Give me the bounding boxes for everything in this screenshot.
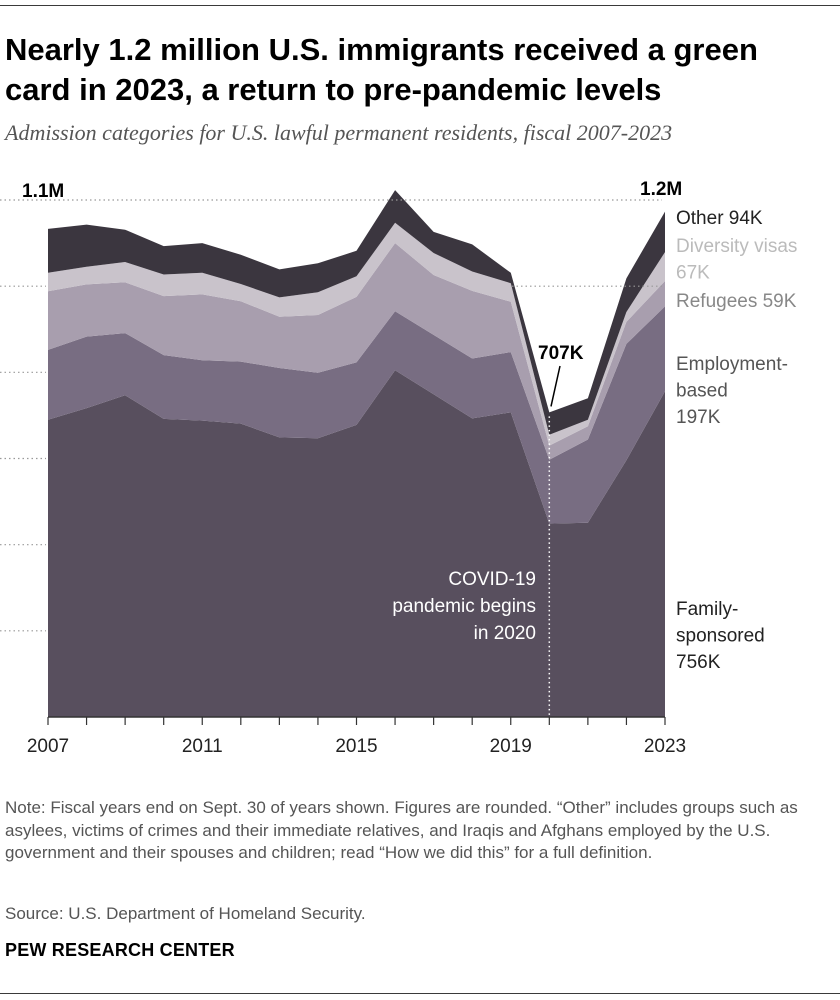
covid-annotation-line: in 2020 [474,623,536,644]
series-area-refugees [48,243,665,460]
covid-annotation-line: COVID-19 [448,569,536,590]
label-refugees: Refugees 59K [676,291,797,312]
annotation-end-total: 1.2M [640,179,682,200]
x-tick-label: 2023 [644,736,686,757]
annotation-low-total: 707K [538,343,584,364]
label-family-sponsored: Family- [676,599,738,620]
label-employment-based: Employment- [676,354,788,375]
x-tick-label: 2007 [27,736,69,757]
series-area-other [48,190,665,435]
label-diversity-visas: Diversity visas [676,236,797,257]
series-area-diversity-visas [48,222,665,446]
bottom-rule [0,993,840,994]
label-family-sponsored: sponsored [676,626,765,647]
label-employment-based: 197K [676,407,721,428]
label-employment-based: based [676,381,728,402]
x-tick-label: 2015 [335,736,377,757]
brand-name: PEW RESEARCH CENTER [5,940,235,960]
label-other: Other 94K [676,208,763,229]
chart-subtitle: Admission categories for U.S. lawful per… [5,120,673,145]
chart-title: Nearly 1.2 million U.S. immigrants recei… [5,32,758,107]
label-family-sponsored: 756K [676,652,721,673]
annotation-leader-line [550,365,561,407]
label-diversity-visas: 67K [676,263,710,284]
annotation-start-total: 1.1M [22,181,64,202]
top-rule [0,5,840,6]
chart-source: Source: U.S. Department of Homeland Secu… [5,904,366,923]
x-tick-label: 2011 [182,736,223,757]
series-area-family-sponsored [48,370,665,717]
x-tick-label: 2019 [490,736,532,757]
series-area-employment-based [48,306,665,524]
chart-note: Note: Fiscal years end on Sept. 30 of ye… [5,798,798,862]
stacked-area-chart: 2007 2011 2015 2019 2023 1.1M 707K 1.2M COVID-19… [0,179,797,757]
covid-annotation-line: pandemic begins [392,596,536,617]
